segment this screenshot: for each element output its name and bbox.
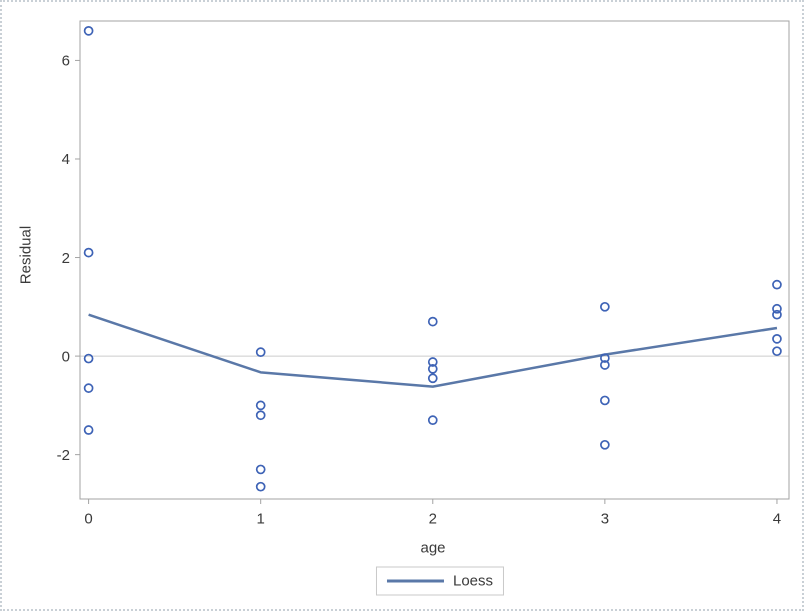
data-point-marker (427, 357, 438, 367)
data-point-marker (772, 279, 782, 290)
data-point-marker (255, 464, 266, 475)
data-point-marker (255, 347, 266, 358)
data-point-marker (600, 439, 610, 450)
data-point-marker (83, 26, 94, 36)
data-point-marker (600, 360, 610, 370)
data-point-marker (83, 247, 94, 258)
plot-frame (79, 20, 790, 500)
data-point-marker (772, 333, 782, 344)
data-point-marker (427, 373, 438, 384)
data-point-marker (772, 303, 782, 314)
data-point-marker (427, 415, 438, 426)
y-tick-label: 6 (62, 53, 70, 70)
y-tick-label: 2 (62, 250, 70, 267)
data-point-marker (255, 481, 266, 492)
loess-line (88, 313, 778, 388)
x-tick-label: 4 (773, 510, 781, 527)
x-axis-title: age (420, 539, 446, 557)
data-point-marker (427, 316, 438, 327)
data-point-marker (255, 410, 266, 421)
data-point-marker (83, 383, 94, 393)
x-tick-label: 3 (601, 510, 609, 527)
y-tick-label: 0 (62, 348, 70, 365)
y-tick-label: 4 (62, 151, 70, 168)
data-point-marker (255, 400, 266, 411)
data-point-marker (427, 364, 438, 374)
y-tick-label: -2 (57, 447, 70, 464)
data-point-marker (600, 353, 610, 363)
legend: Loess (375, 566, 505, 596)
data-point-marker (83, 353, 94, 364)
data-point-marker (772, 309, 782, 320)
x-tick-label: 1 (257, 510, 265, 527)
data-point-marker (600, 301, 610, 312)
legend-label: Loess (452, 572, 494, 590)
data-point-marker (83, 425, 94, 435)
y-axis-title: Residual (17, 225, 35, 285)
x-tick-label: 2 (429, 510, 437, 527)
data-point-marker (772, 346, 782, 357)
x-tick-label: 0 (84, 510, 92, 527)
loess-line-swatch (386, 579, 444, 583)
data-point-marker (600, 395, 610, 406)
